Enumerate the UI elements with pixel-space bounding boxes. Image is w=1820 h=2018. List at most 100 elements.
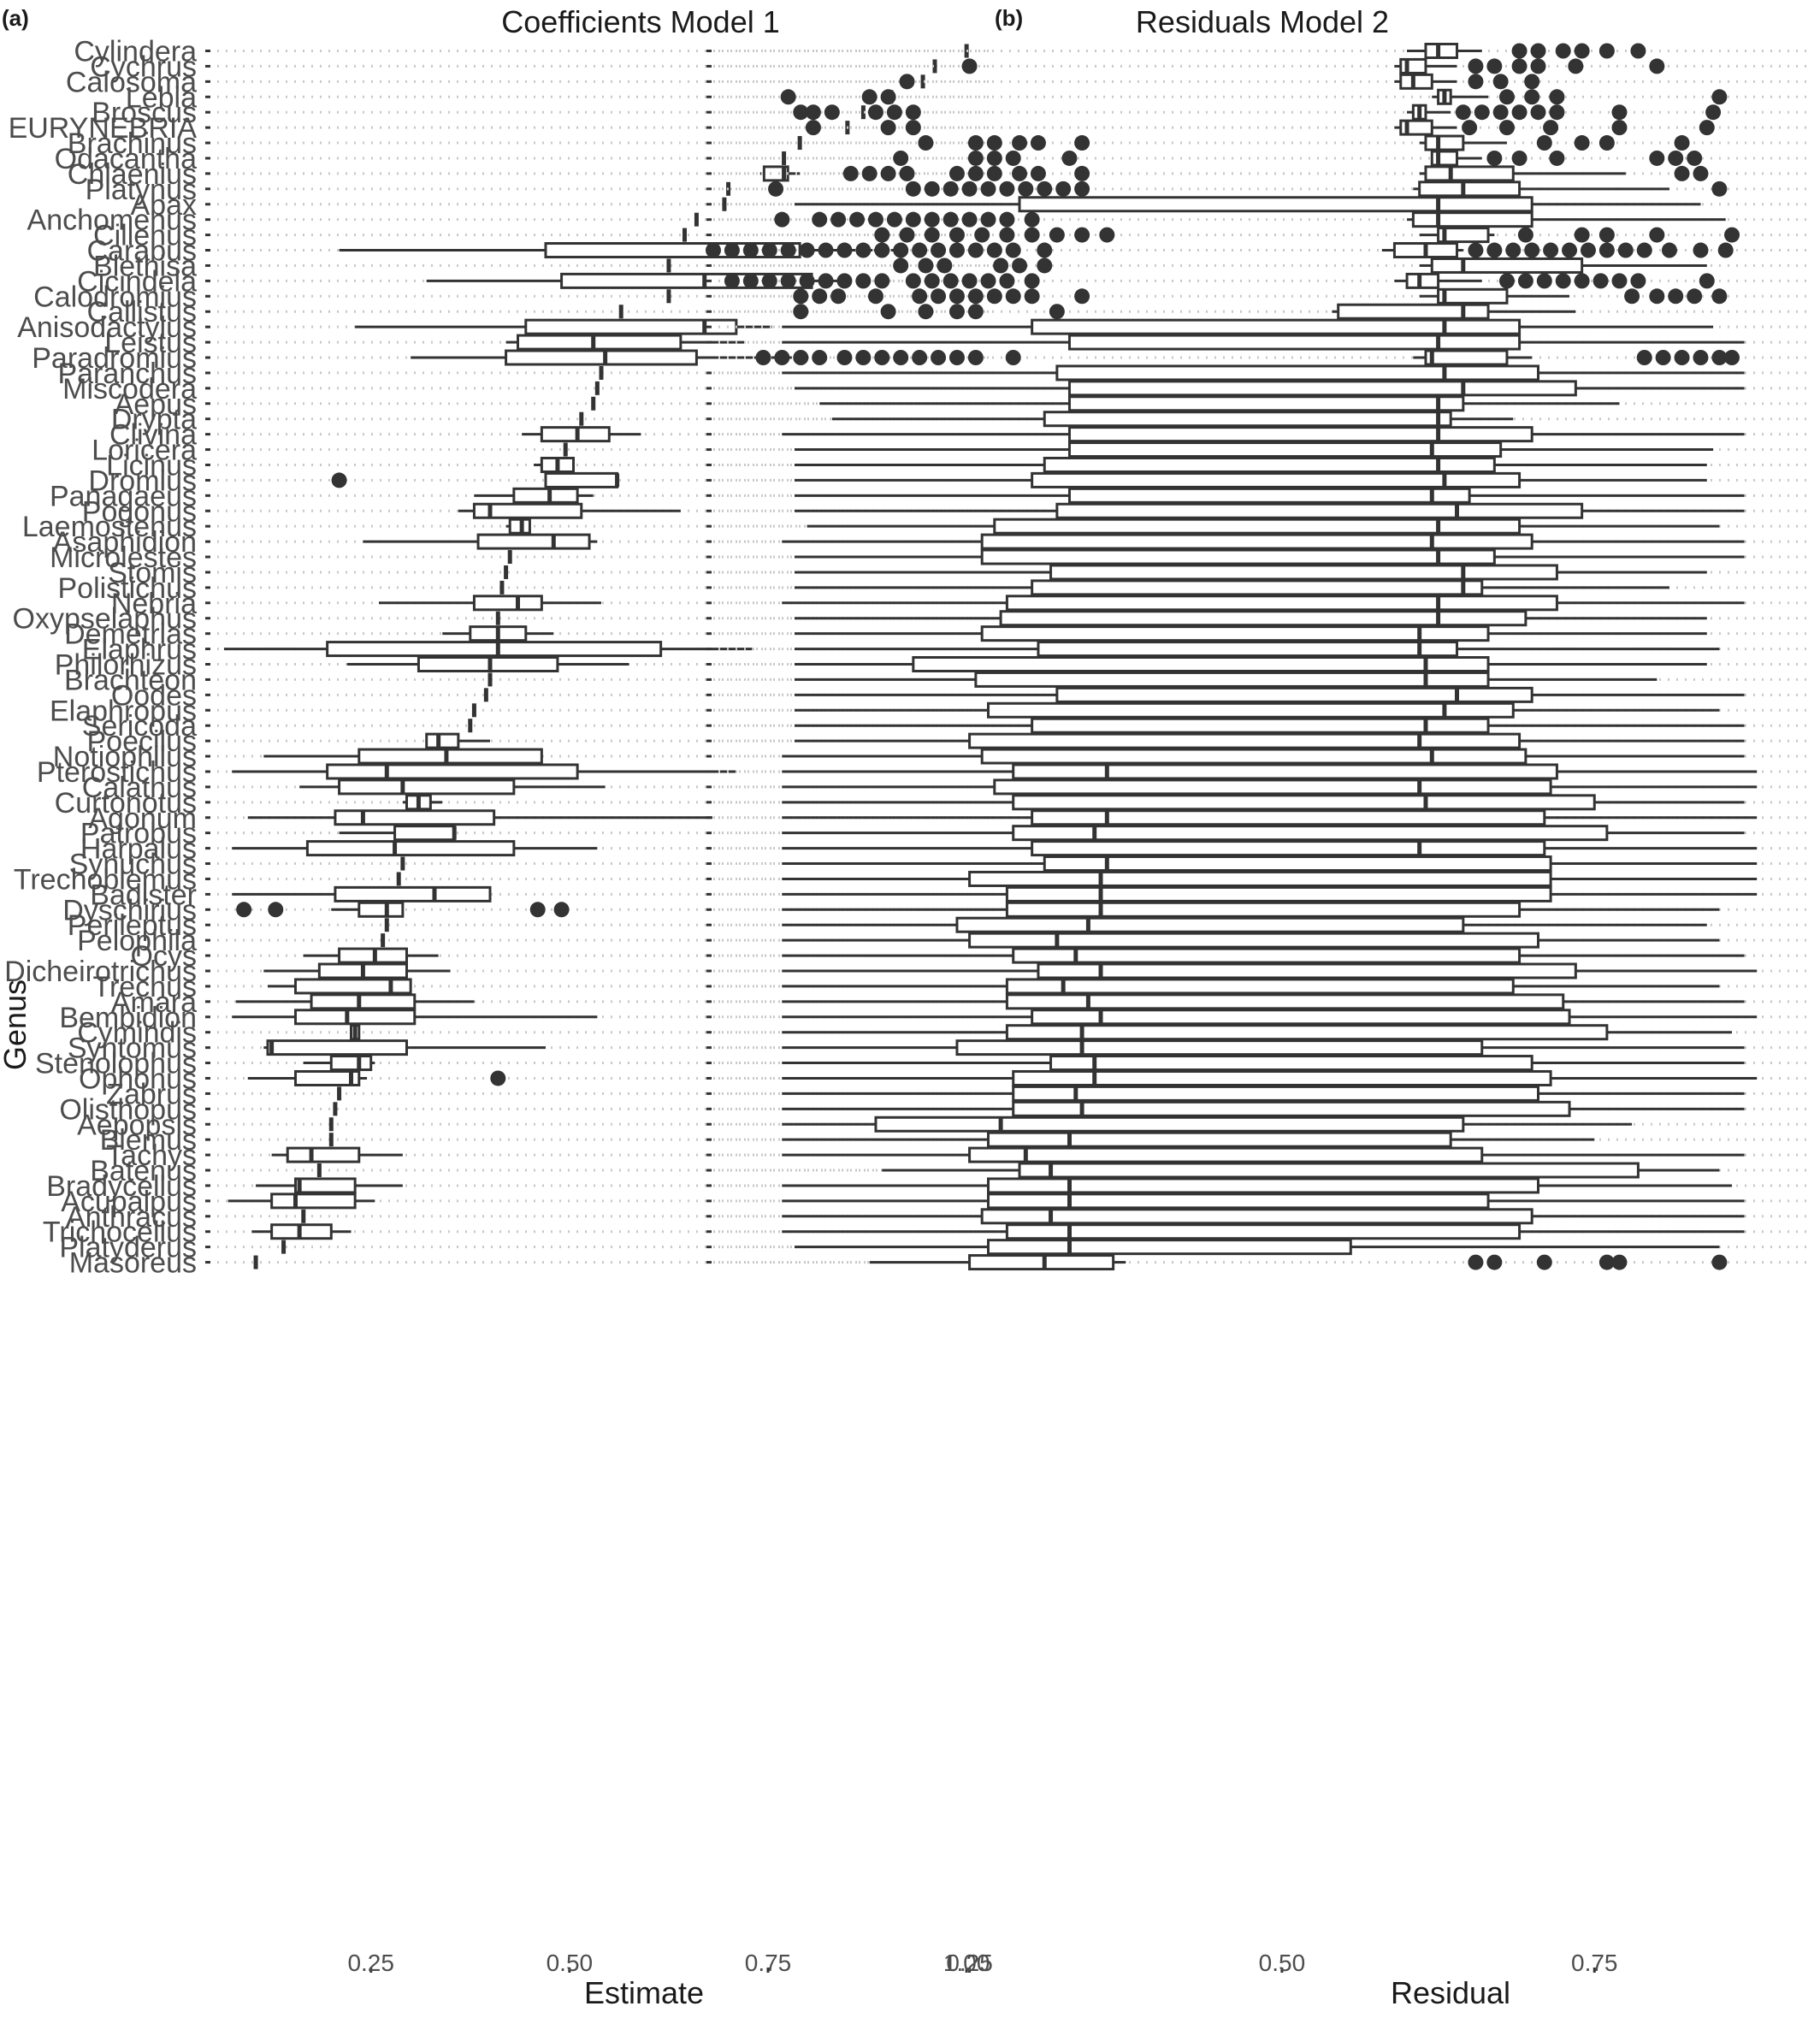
outlier-point	[761, 273, 777, 289]
outlier-point	[1024, 227, 1040, 243]
outlier-point	[793, 288, 809, 305]
outlier-point	[1530, 58, 1546, 74]
genus-label: Amara	[111, 986, 197, 1019]
box-philorhizus	[346, 656, 629, 672]
box-body	[1055, 502, 1584, 519]
genus-label: Trichocellus	[43, 1216, 197, 1249]
genus-label: Aepus	[115, 388, 197, 421]
outlier-point	[1598, 43, 1615, 59]
box-body	[1031, 471, 1522, 488]
x-tick-label: 0.50	[1259, 1950, 1306, 1976]
genus-label: Miscodera	[62, 373, 197, 405]
panel-b-title: Residuals Model 2	[1136, 4, 1389, 39]
outlier-point	[1598, 242, 1615, 258]
outlier-point	[805, 120, 821, 136]
outlier-point	[1574, 273, 1590, 289]
box-body	[1430, 257, 1584, 274]
box-body	[1005, 885, 1552, 902]
genus-label: Patrobus	[80, 818, 197, 850]
outlier-point	[986, 150, 1002, 166]
outlier-point	[793, 104, 809, 121]
box-calosoma	[1394, 73, 1457, 90]
genus-label: Cicindela	[77, 265, 197, 298]
box-body	[326, 641, 663, 658]
genus-label: Ophonus	[79, 1062, 197, 1095]
outlier-point	[706, 242, 721, 258]
box-paradromius	[411, 349, 792, 366]
outlier-point	[1598, 227, 1615, 243]
outlier-point	[931, 242, 947, 258]
outlier-point	[236, 902, 252, 918]
outlier-point	[1717, 242, 1734, 258]
box-cicindela	[1394, 272, 1482, 289]
outlier-point	[818, 273, 834, 289]
outlier-point	[1005, 150, 1021, 166]
outlier-point	[742, 242, 759, 258]
box-body	[1031, 809, 1546, 826]
genus-label: Microlestes	[50, 541, 197, 574]
box-chlaenius	[1419, 165, 1626, 182]
box-body	[1012, 1085, 1539, 1102]
outlier-point	[1611, 273, 1628, 289]
outlier-point	[1468, 1254, 1484, 1270]
box-synuchus	[782, 855, 1758, 873]
box-anthracus	[782, 1208, 1745, 1225]
box-body	[874, 1116, 1465, 1133]
box-bradycellus	[256, 1177, 403, 1194]
box-body	[993, 518, 1522, 535]
outlier-point	[1555, 43, 1571, 59]
outlier-point	[793, 304, 809, 320]
outlier-point	[893, 350, 909, 365]
outlier-point	[1649, 150, 1665, 166]
panel-a-x-axis-title: Estimate	[584, 1975, 704, 2010]
box-clivina	[522, 426, 641, 443]
outlier-point	[924, 227, 940, 243]
outlier-point	[999, 227, 1015, 243]
box-ophonus	[247, 1069, 368, 1086]
outlier-point	[1711, 89, 1728, 105]
outlier-point	[1598, 1254, 1615, 1270]
box-nebria	[379, 595, 601, 612]
box-body	[1399, 57, 1427, 74]
outlier-point	[1049, 227, 1065, 243]
genus-label: Anisodactylus	[17, 311, 197, 344]
box-oodes	[794, 686, 1745, 703]
outlier-point	[1574, 135, 1590, 151]
outlier-point	[874, 242, 890, 258]
outlier-point	[1061, 150, 1078, 166]
box-body	[1005, 978, 1515, 995]
box-dromius	[544, 471, 620, 488]
box-body	[974, 671, 1490, 688]
genus-label: Lebia	[126, 81, 197, 114]
box-body	[1043, 456, 1496, 473]
outlier-point	[1555, 273, 1571, 289]
box-body	[1067, 395, 1465, 412]
box-acupalpus	[228, 1192, 375, 1210]
genus-label: Olisthopus	[59, 1093, 197, 1126]
box-body	[1055, 686, 1533, 703]
outlier-point	[948, 165, 965, 181]
genus-label: Dicheirotrichus	[4, 956, 197, 988]
x-tick-label: 0.75	[745, 1950, 792, 1976]
outlier-point	[874, 273, 890, 289]
box-body	[955, 916, 1465, 933]
box-philorhizus	[794, 656, 1707, 672]
genus-label: Philorhizus	[55, 649, 197, 682]
genus-label: Syntomus	[68, 1033, 197, 1065]
box-body	[358, 901, 405, 918]
outlier-point	[1505, 242, 1522, 258]
outlier-point	[937, 257, 953, 274]
outlier-point	[1486, 242, 1503, 258]
box-body	[305, 840, 516, 857]
outlier-point	[1699, 120, 1715, 136]
outlier-point	[1455, 104, 1471, 121]
box-curtonotus	[782, 794, 1745, 811]
box-body	[1337, 303, 1490, 320]
outlier-point	[761, 242, 777, 258]
box-body	[1424, 165, 1515, 182]
box-body	[1012, 947, 1522, 964]
box-body	[1399, 73, 1433, 90]
box-platyderus	[794, 1239, 1720, 1256]
genus-label: Oxypselaphus	[13, 603, 197, 636]
